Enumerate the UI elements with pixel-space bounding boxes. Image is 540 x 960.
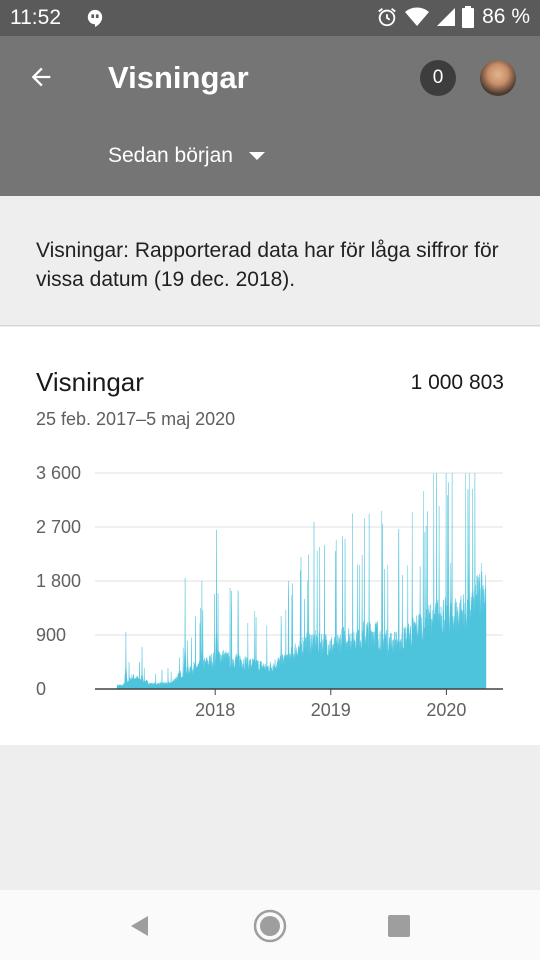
views-card[interactable]: Visningar 1 000 803 25 feb. 2017–5 maj 2… <box>0 327 540 745</box>
nav-home-button[interactable] <box>252 908 288 944</box>
battery-percentage: 86 % <box>482 5 530 28</box>
x-tick-label: 2019 <box>311 700 351 720</box>
card-date-range: 25 feb. 2017–5 maj 2020 <box>36 409 236 429</box>
y-tick-label: 1 800 <box>36 571 81 591</box>
y-tick-label: 0 <box>36 679 46 699</box>
wifi-icon <box>405 7 430 26</box>
hangouts-icon <box>87 9 103 27</box>
page-title: Visningar <box>108 60 249 95</box>
x-tick-label: 2018 <box>195 700 235 720</box>
y-tick-label: 900 <box>36 625 66 645</box>
battery-icon <box>462 6 475 28</box>
views-area-series <box>116 472 487 690</box>
notification-badge[interactable]: 0 <box>420 60 456 96</box>
card-title: Visningar <box>36 367 144 397</box>
y-tick-label: 2 700 <box>36 517 81 537</box>
notice-text: Visningar: Rapporterad data har för låga… <box>36 239 499 291</box>
alarm-icon <box>378 8 396 27</box>
signal-icon <box>437 8 456 26</box>
status-icons: 86 % <box>376 5 530 29</box>
data-notice: Visningar: Rapporterad data har för låga… <box>0 196 540 326</box>
x-tick-label: 2020 <box>426 700 466 720</box>
nav-back-button[interactable] <box>122 908 158 944</box>
home-circle-icon <box>253 909 287 943</box>
period-dropdown[interactable]: Sedan början <box>108 144 265 168</box>
app-bar: Visningar 0 Sedan början <box>0 36 540 196</box>
period-label: Sedan början <box>108 144 233 167</box>
status-time: 11:52 <box>10 6 61 29</box>
y-tick-label: 3 600 <box>36 463 81 483</box>
square-recents-icon <box>388 915 410 937</box>
arrow-back-icon <box>31 67 51 87</box>
nav-recents-button[interactable] <box>381 908 417 944</box>
chevron-down-icon <box>248 152 265 160</box>
views-chart: 3 600 2 700 1 800 900 0 2018 2019 2020 <box>36 463 503 720</box>
avatar[interactable] <box>480 60 516 96</box>
back-button[interactable] <box>22 58 60 96</box>
empty-area <box>0 745 540 890</box>
system-nav-bar <box>0 890 540 960</box>
status-bar: 11:52 86 % <box>0 0 540 36</box>
card-total: 1 000 803 <box>410 371 504 394</box>
triangle-back-icon <box>131 916 148 936</box>
